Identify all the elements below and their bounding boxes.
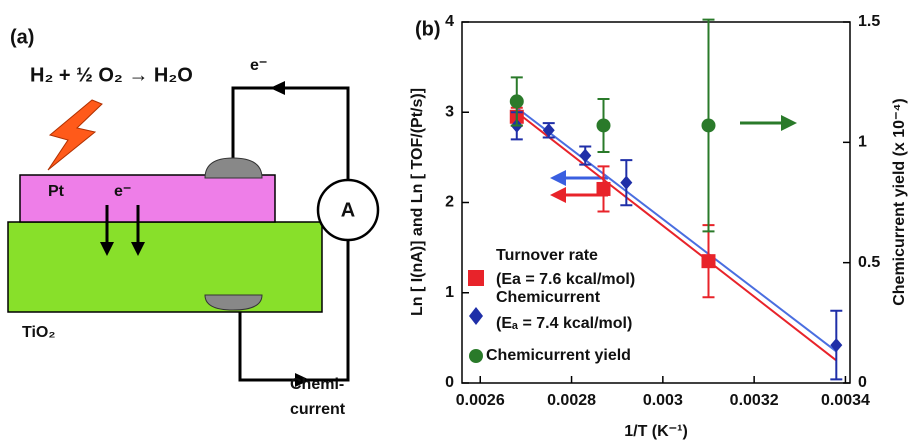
legend-marker [468, 270, 484, 286]
electron-label: e⁻ [114, 183, 131, 200]
x-tick-label: 0.0026 [456, 392, 505, 409]
y-tick-label: 3 [445, 103, 454, 120]
y-tick-label: 0 [445, 374, 454, 391]
y2-tick-label: 1 [858, 134, 867, 151]
ammeter-label: A [341, 199, 355, 221]
legend-marker [469, 307, 483, 325]
metal-label: Pt [48, 183, 65, 200]
figure: (a) H₂ + ½ O₂ → H₂O A e⁻ Pt e⁻ TiO₂ Chem… [0, 0, 914, 444]
legend-note: (Ea = 7.6 kcal/mol) [496, 271, 635, 288]
electron-label: e⁻ [250, 57, 267, 74]
lightning [48, 100, 102, 170]
panel-label: (a) [10, 26, 34, 48]
current-label: Chemi- [290, 376, 344, 393]
y-tick-label: 2 [445, 194, 454, 211]
x-tick-label: 0.0032 [730, 392, 779, 409]
marker [830, 338, 842, 352]
current-label: current [290, 401, 346, 418]
axis-arrow-head [550, 187, 566, 203]
marker [597, 182, 611, 196]
x-tick-label: 0.0034 [821, 392, 870, 409]
legend-label: Turnover rate [496, 247, 598, 264]
y-tick-label: 1 [445, 284, 454, 301]
reaction: H₂ + ½ O₂ → H₂O [30, 64, 193, 86]
contact-top [205, 158, 262, 178]
axis-arrow-head [550, 170, 566, 186]
x-axis-title: 1/T (K⁻¹) [624, 423, 688, 440]
arrow-left [270, 81, 285, 95]
marker [597, 118, 611, 132]
legend-marker [469, 349, 483, 363]
legend-label: Chemicurrent yield [486, 347, 631, 364]
y2-axis-title: Chemicurrent yield (x 10⁻⁴) [891, 98, 908, 306]
marker [510, 94, 524, 108]
x-tick-label: 0.0028 [547, 392, 596, 409]
oxide-label: TiO₂ [22, 324, 55, 341]
marker [701, 118, 715, 132]
marker [579, 149, 591, 163]
y-axis-title: Ln [ I(nA)] and Ln [ TOF/(Pt/s)] [409, 88, 426, 316]
legend-label: Chemicurrent [496, 289, 601, 306]
y2-tick-label: 0.5 [858, 254, 880, 271]
legend-note: (Eₐ = 7.4 kcal/mol) [496, 315, 632, 332]
panel-label: (b) [415, 18, 441, 40]
oxide-layer [8, 222, 322, 312]
y2-tick-label: 0 [858, 374, 867, 391]
x-tick-label: 0.003 [643, 392, 683, 409]
axis-arrow-head [781, 115, 797, 131]
y2-tick-label: 1.5 [858, 13, 880, 30]
y-tick-label: 4 [445, 13, 454, 30]
marker [701, 254, 715, 268]
